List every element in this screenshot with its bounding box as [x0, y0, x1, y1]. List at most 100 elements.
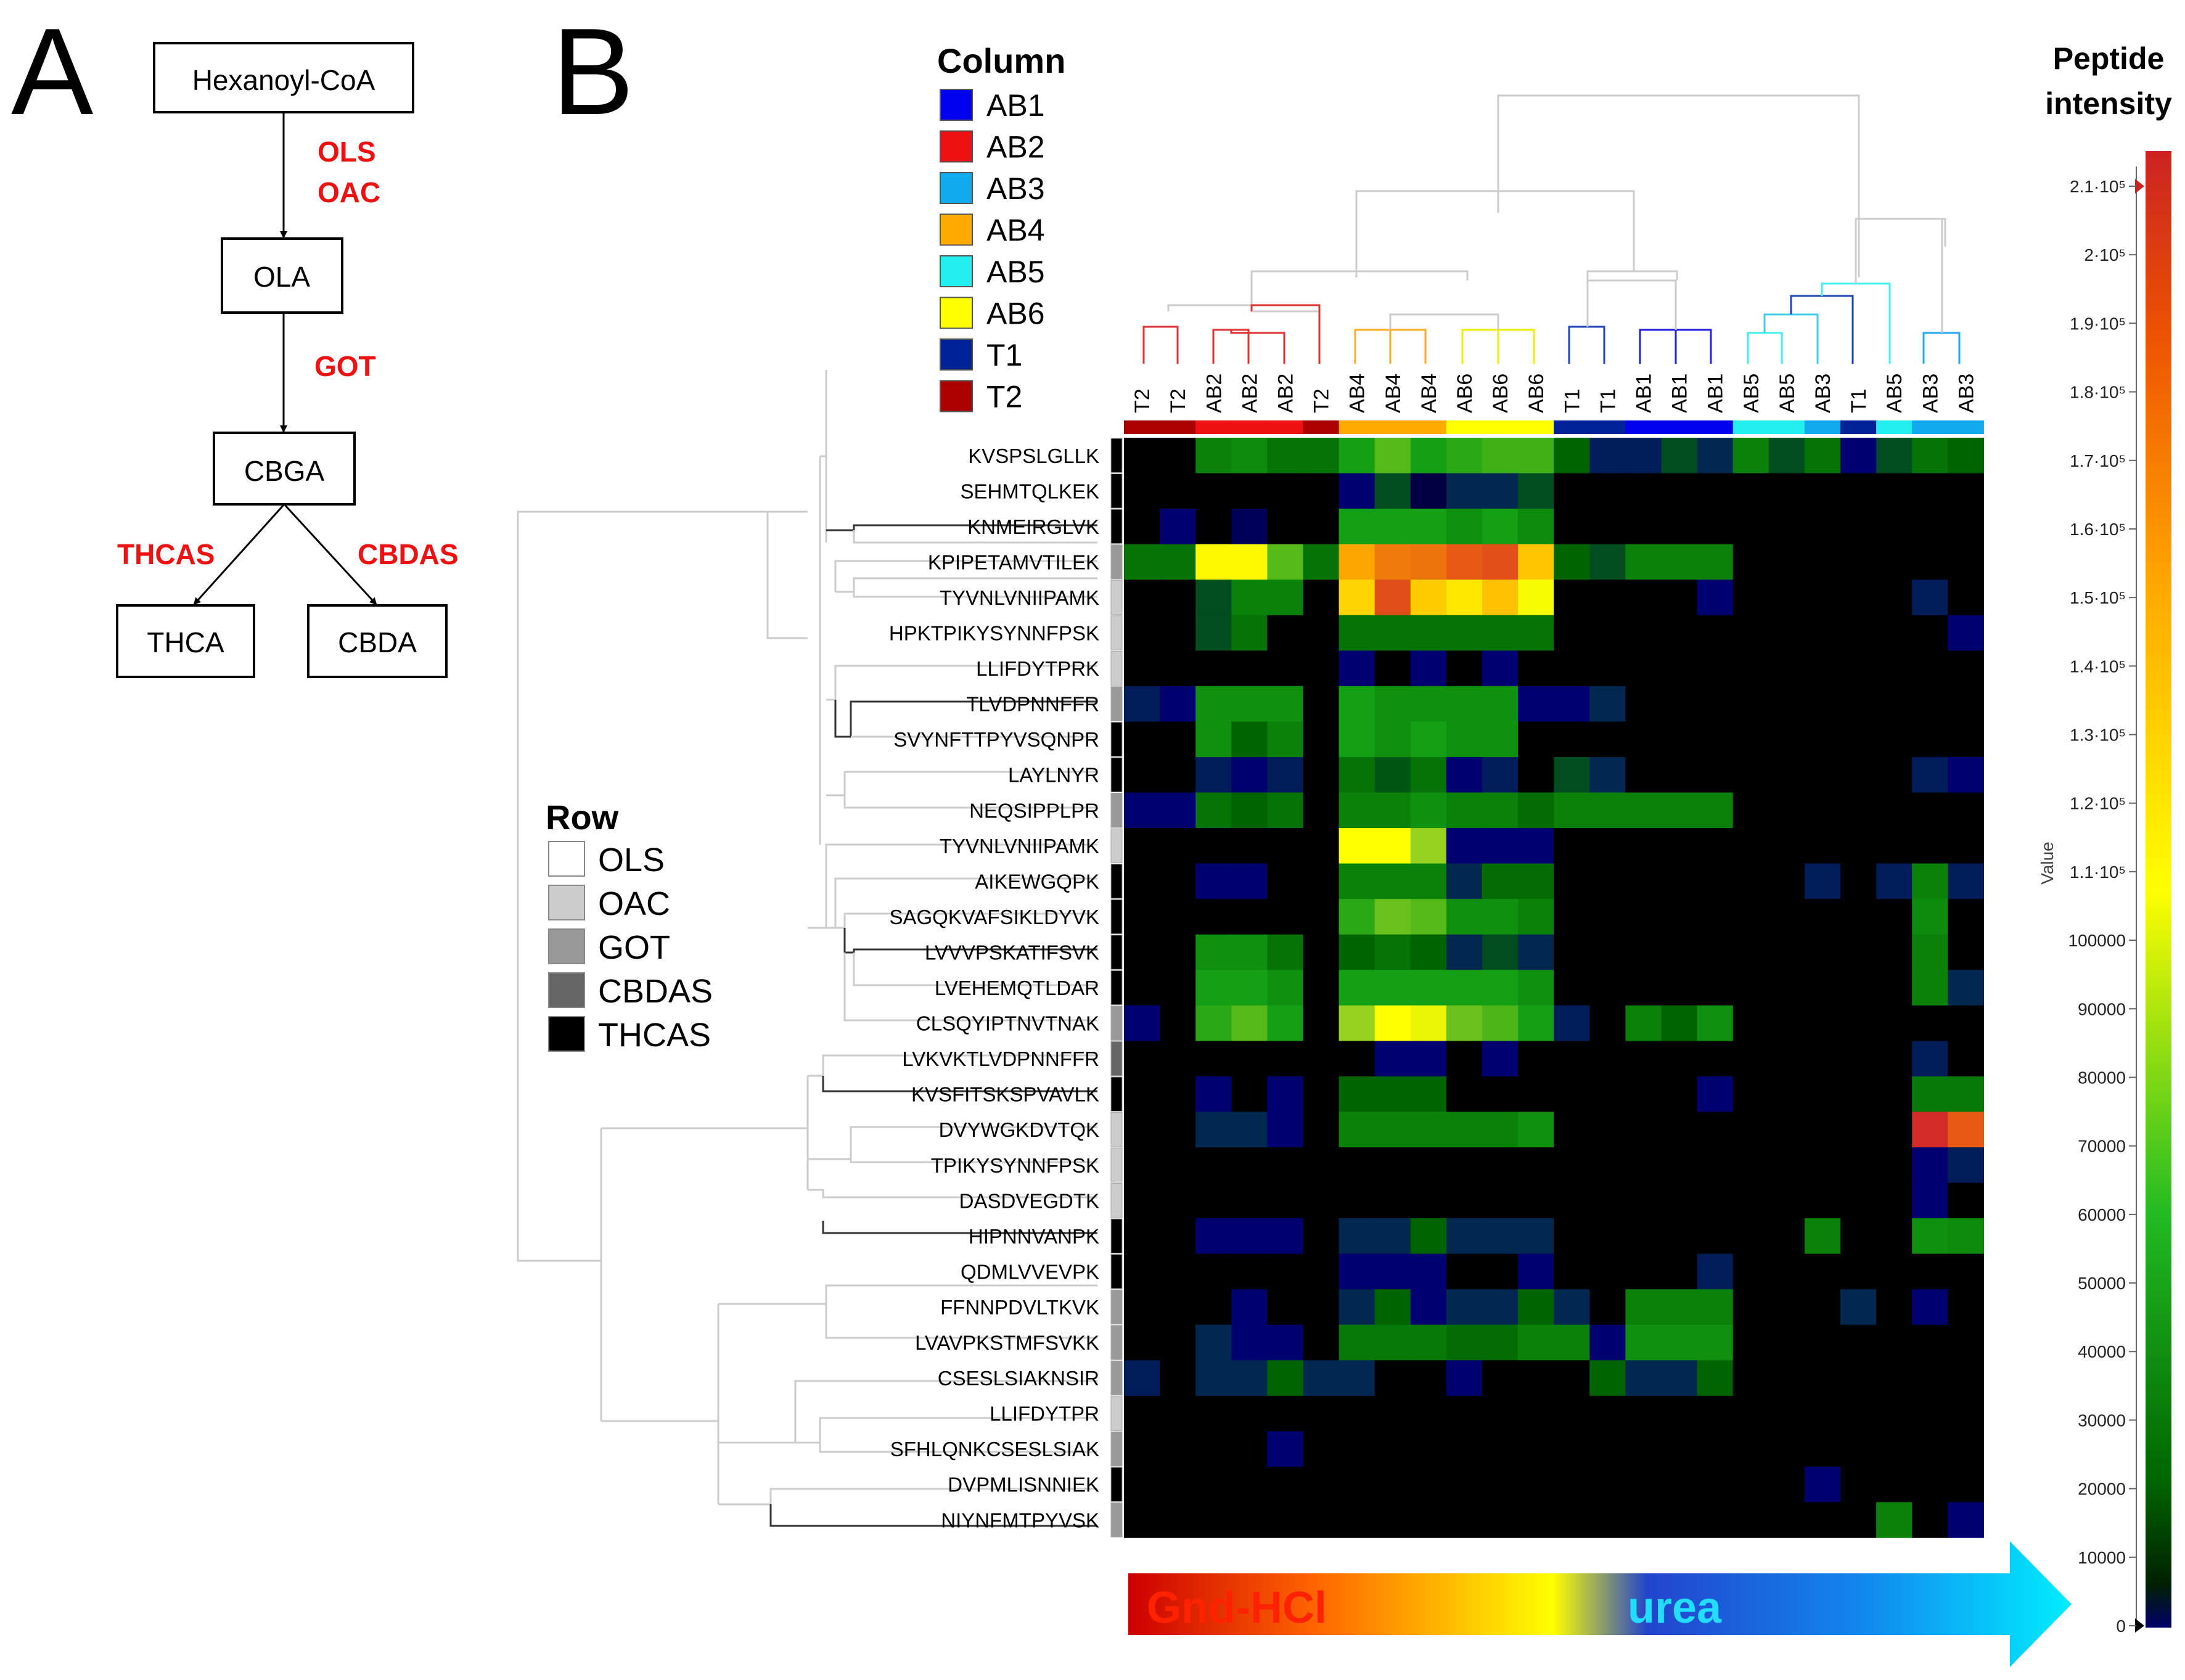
heatmap-cell	[1231, 756, 1268, 793]
heatmap-cell	[1231, 721, 1268, 758]
column-color-tag	[1160, 420, 1196, 434]
column-label: AB5	[1883, 374, 1906, 413]
row-group-tag	[1110, 1396, 1123, 1431]
heatmap-cell	[1518, 1431, 1554, 1467]
heatmap-cell	[1840, 650, 1877, 687]
heatmap-cell	[1195, 438, 1232, 474]
heatmap-cell	[1338, 899, 1375, 935]
heatmap-cell	[1374, 686, 1411, 722]
heatmap-cell	[1948, 721, 1984, 758]
heatmap-cell	[1912, 1147, 1948, 1184]
heatmap-cell	[1338, 1112, 1375, 1148]
row-legend-swatch-cbdas	[548, 972, 585, 1008]
row-legend-swatch-got	[548, 928, 585, 964]
heatmap-cell	[1876, 473, 1912, 509]
column-label: AB3	[1811, 374, 1835, 413]
row-group-tag	[1110, 1502, 1123, 1538]
heatmap-cell	[1195, 650, 1232, 687]
heatmap-cell	[1804, 1005, 1841, 1041]
heatmap-cell	[1840, 1395, 1877, 1432]
heatmap-cell	[1661, 1466, 1698, 1503]
heatmap-cell	[1840, 756, 1877, 793]
row-group-tag	[1110, 864, 1123, 899]
heatmap-cell	[1625, 1182, 1662, 1219]
heatmap-cell	[1482, 686, 1519, 722]
heatmap-cell	[1303, 1253, 1340, 1290]
heatmap-cell	[1948, 1076, 1984, 1113]
scale-title-intensity: intensity	[2045, 86, 2172, 121]
heatmap-cell	[1804, 1182, 1841, 1219]
heatmap-cell	[1303, 721, 1340, 758]
heatmap-cell	[1124, 1182, 1160, 1219]
heatmap-cell	[1876, 1041, 1912, 1077]
heatmap-cell	[1697, 509, 1734, 545]
heatmap-cell	[1554, 1324, 1590, 1361]
row-label: KPIPETAMVTILEK	[928, 551, 1099, 573]
heatmap-cell	[1231, 1147, 1268, 1184]
heatmap-cell	[1160, 650, 1196, 687]
col-dendro-right-c	[1858, 216, 1946, 247]
heatmap-cell	[1948, 1147, 1984, 1184]
heatmap-cell	[1732, 721, 1769, 758]
heatmap-cell	[1625, 863, 1662, 899]
column-legend-swatch-ab3	[940, 172, 973, 204]
heatmap-cell	[1589, 1360, 1626, 1396]
heatmap-cell	[1124, 1324, 1160, 1361]
heatmap-cell	[1160, 1182, 1196, 1219]
heatmap-cell	[1446, 1182, 1483, 1219]
column-color-tag	[1876, 420, 1912, 434]
heatmap-cell	[1912, 650, 1948, 687]
column-legend-swatch-ab5	[940, 255, 973, 287]
heatmap-cell	[1840, 1360, 1877, 1396]
scale-gradient-bar	[2146, 151, 2171, 1628]
row-label: LVKVKTLVDPNNFFR	[902, 1047, 1099, 1070]
heatmap-cell	[1267, 1289, 1304, 1326]
column-legend-label-t1: T1	[986, 338, 1022, 372]
heatmap-cell	[1195, 1324, 1232, 1361]
heatmap-cell	[1338, 1502, 1375, 1538]
row-dendro-c7	[822, 1221, 1097, 1234]
column-legend-label-ab2: AB2	[986, 130, 1045, 165]
heatmap-cell	[1124, 1005, 1160, 1041]
heatmap-cell	[1338, 1431, 1375, 1467]
arrow-label-urea: urea	[1628, 1583, 1722, 1633]
heatmap-cell	[1589, 438, 1626, 474]
heatmap-cell	[1589, 970, 1626, 1006]
heatmap-cell	[1768, 934, 1805, 970]
heatmap-cell	[1589, 1466, 1626, 1503]
heatmap-cell	[1948, 438, 1984, 474]
heatmap-cell	[1446, 1360, 1483, 1396]
scale-title-peptide: Peptide	[2053, 41, 2165, 76]
heatmap-cell	[1195, 473, 1232, 509]
column-label: AB4	[1346, 374, 1369, 413]
heatmap-cell	[1589, 650, 1626, 687]
heatmap-cell	[1410, 1041, 1447, 1077]
row-label: HIPNNVANPK	[969, 1225, 1099, 1248]
heatmap-cell	[1804, 438, 1841, 474]
heatmap-cell	[1231, 863, 1268, 899]
heatmap-cell	[1948, 828, 1984, 864]
heatmap-cell	[1231, 1218, 1268, 1255]
column-color-tag	[1804, 420, 1841, 434]
row-label: LVEHEMQTLDAR	[935, 977, 1099, 999]
column-legend-swatch-ab1	[940, 89, 973, 121]
heatmap-cell	[1840, 1218, 1877, 1255]
row-legend-title: Row	[546, 798, 619, 837]
heatmap-cell	[1697, 1360, 1734, 1396]
heatmap-cell	[1410, 1395, 1447, 1432]
scale-tick-label: 1.9·10⁵	[2070, 314, 2126, 333]
row-dendro-b5	[853, 953, 1097, 986]
column-color-tag	[1948, 420, 1984, 434]
heatmap-cell	[1160, 1253, 1196, 1290]
heatmap-cell	[1661, 863, 1698, 899]
heatmap-cell	[1195, 934, 1232, 970]
heatmap-cell	[1697, 1253, 1734, 1290]
heatmap-cell	[1410, 970, 1447, 1006]
heatmap-cell	[1840, 1005, 1877, 1041]
heatmap-cell	[1625, 615, 1662, 651]
heatmap-cell	[1768, 686, 1805, 722]
heatmap-cell	[1338, 650, 1375, 687]
heatmap-cell	[1840, 580, 1877, 616]
heatmap-cell	[1912, 1041, 1948, 1077]
scale-max-marker	[2135, 179, 2144, 194]
